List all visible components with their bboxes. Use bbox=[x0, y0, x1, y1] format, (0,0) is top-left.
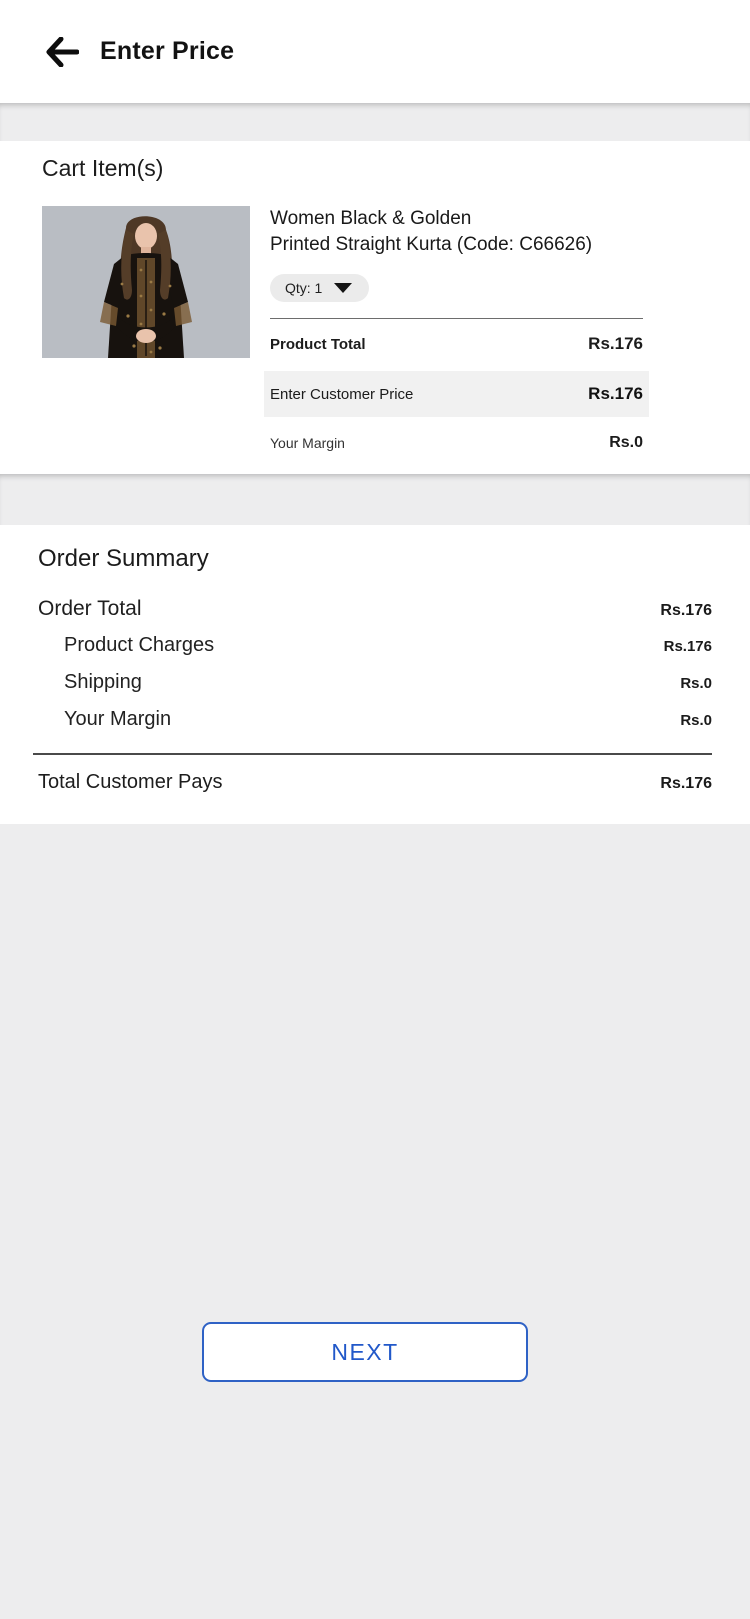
your-margin-value: Rs.0 bbox=[609, 434, 643, 451]
quantity-dropdown[interactable]: Qty: 1 bbox=[270, 274, 370, 302]
margin-value: Rs.0 bbox=[680, 712, 712, 729]
product-charges-row: Product Charges Rs.176 bbox=[38, 627, 712, 664]
arrow-left-icon bbox=[45, 36, 79, 67]
next-button[interactable]: NEXT bbox=[202, 1322, 528, 1382]
page-title: Enter Price bbox=[100, 37, 235, 65]
product-charges-value: Rs.176 bbox=[663, 638, 712, 655]
margin-label: Your Margin bbox=[64, 708, 172, 730]
total-customer-pays-value: Rs.176 bbox=[660, 775, 712, 792]
summary-divider bbox=[33, 753, 712, 755]
product-title: Women Black & Golden Printed Straight Ku… bbox=[270, 206, 643, 258]
product-image bbox=[42, 206, 250, 358]
cart-heading: Cart Item(s) bbox=[42, 155, 164, 181]
section-gap bbox=[0, 103, 750, 141]
cart-item-details: Women Black & Golden Printed Straight Ku… bbox=[264, 206, 649, 452]
order-summary-card: Order Summary Order Total Rs.176 Product… bbox=[0, 525, 750, 824]
margin-row: Your Margin Rs.0 bbox=[38, 701, 712, 738]
order-total-value: Rs.176 bbox=[660, 602, 712, 619]
your-margin-row: Your Margin Rs.0 bbox=[270, 417, 643, 452]
order-total-label: Order Total bbox=[38, 597, 142, 620]
header: Enter Price bbox=[0, 0, 750, 103]
cart-item: Women Black & Golden Printed Straight Ku… bbox=[42, 206, 750, 452]
product-total-label: Product Total bbox=[270, 335, 366, 353]
quantity-label: Qty: 1 bbox=[285, 280, 323, 296]
order-total-row: Order Total Rs.176 bbox=[38, 589, 712, 627]
enter-customer-price-row[interactable]: Enter Customer Price Rs.176 bbox=[264, 371, 649, 417]
cart-divider bbox=[270, 318, 643, 319]
product-charges-label: Product Charges bbox=[64, 634, 215, 656]
shipping-label: Shipping bbox=[64, 671, 142, 693]
caret-down-icon bbox=[334, 283, 353, 293]
your-margin-label: Your Margin bbox=[270, 435, 345, 451]
product-total-value: Rs.176 bbox=[588, 334, 643, 353]
cart-card: Cart Item(s) bbox=[0, 141, 750, 474]
product-title-line2: Printed Straight Kurta (Code: C66626) bbox=[270, 234, 593, 255]
enter-customer-price-label: Enter Customer Price bbox=[270, 385, 414, 403]
back-button[interactable] bbox=[40, 30, 84, 74]
shipping-value: Rs.0 bbox=[680, 675, 712, 692]
product-title-line1: Women Black & Golden bbox=[270, 208, 472, 229]
total-customer-pays-row: Total Customer Pays Rs.176 bbox=[38, 755, 712, 794]
customer-price-value[interactable]: Rs.176 bbox=[588, 384, 643, 403]
section-gap bbox=[0, 474, 750, 525]
total-customer-pays-label: Total Customer Pays bbox=[38, 771, 223, 793]
shipping-row: Shipping Rs.0 bbox=[38, 664, 712, 701]
order-summary-heading: Order Summary bbox=[38, 545, 209, 572]
product-total-row: Product Total Rs.176 bbox=[270, 319, 643, 366]
